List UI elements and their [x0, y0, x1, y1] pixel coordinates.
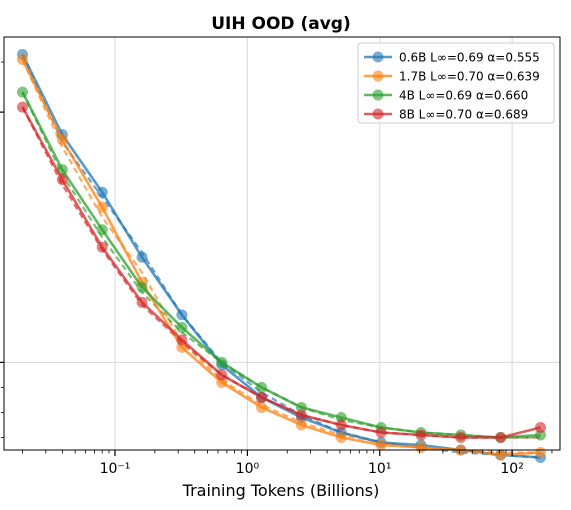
legend-marker: [372, 89, 384, 101]
x-tick-label: 10²: [500, 461, 523, 477]
fit-line-0: [21, 54, 541, 459]
data-point: [256, 401, 268, 413]
data-point: [176, 321, 188, 333]
series-line-3: [21, 106, 541, 439]
data-point: [256, 381, 268, 393]
data-point: [535, 447, 547, 459]
chart-title: UIH OOD (avg): [211, 14, 350, 34]
legend-marker: [372, 108, 384, 120]
data-point: [16, 101, 28, 113]
data-point: [176, 334, 188, 346]
fit-line-3: [21, 106, 541, 439]
series-line-2: [21, 91, 541, 439]
data-point: [415, 441, 427, 453]
data-point: [96, 186, 108, 198]
data-point: [176, 309, 188, 321]
x-tick-label: 10⁻¹: [100, 461, 131, 477]
x-axis-ticks: 10⁻¹ 10⁰ 10¹ 10²: [22, 450, 553, 477]
data-point: [136, 251, 148, 263]
data-point: [96, 224, 108, 236]
legend-marker: [372, 70, 384, 82]
data-point: [375, 426, 387, 438]
data-point: [495, 431, 507, 443]
data-point: [495, 449, 507, 461]
legend-label: 0.6B L∞=0.69 α=0.555: [399, 51, 540, 65]
data-point: [16, 86, 28, 98]
x-tick-label: 10¹: [368, 461, 391, 477]
data-point: [295, 419, 307, 431]
data-point: [136, 296, 148, 308]
x-axis-label: Training Tokens (Billions): [182, 481, 380, 500]
data-point: [56, 134, 68, 146]
plot-frame: [3, 36, 561, 451]
data-point: [415, 429, 427, 441]
data-point: [136, 281, 148, 293]
legend-marker: [372, 51, 384, 63]
y-axis-ticks: [0, 61, 4, 438]
legend-label: 8B L∞=0.70 α=0.689: [399, 108, 528, 122]
legend: 0.6B L∞=0.69 α=0.555 1.7B L∞=0.70 α=0.639…: [357, 42, 555, 124]
legend-label: 4B L∞=0.69 α=0.660: [399, 89, 528, 103]
data-point: [16, 54, 28, 66]
data-point: [56, 174, 68, 186]
data-point: [455, 431, 467, 443]
fit-line-2: [21, 91, 541, 439]
data-point: [216, 369, 228, 381]
data-point: [535, 421, 547, 433]
x-tick-label: 10⁰: [236, 461, 260, 477]
data-point: [216, 356, 228, 368]
legend-label: 1.7B L∞=0.70 α=0.639: [399, 70, 540, 84]
legend-box: [357, 42, 555, 124]
data-point: [335, 419, 347, 431]
data-point: [295, 409, 307, 421]
data-point: [96, 201, 108, 213]
data-point: [96, 241, 108, 253]
data-point: [375, 439, 387, 451]
data-point: [256, 391, 268, 403]
data-point: [335, 431, 347, 443]
